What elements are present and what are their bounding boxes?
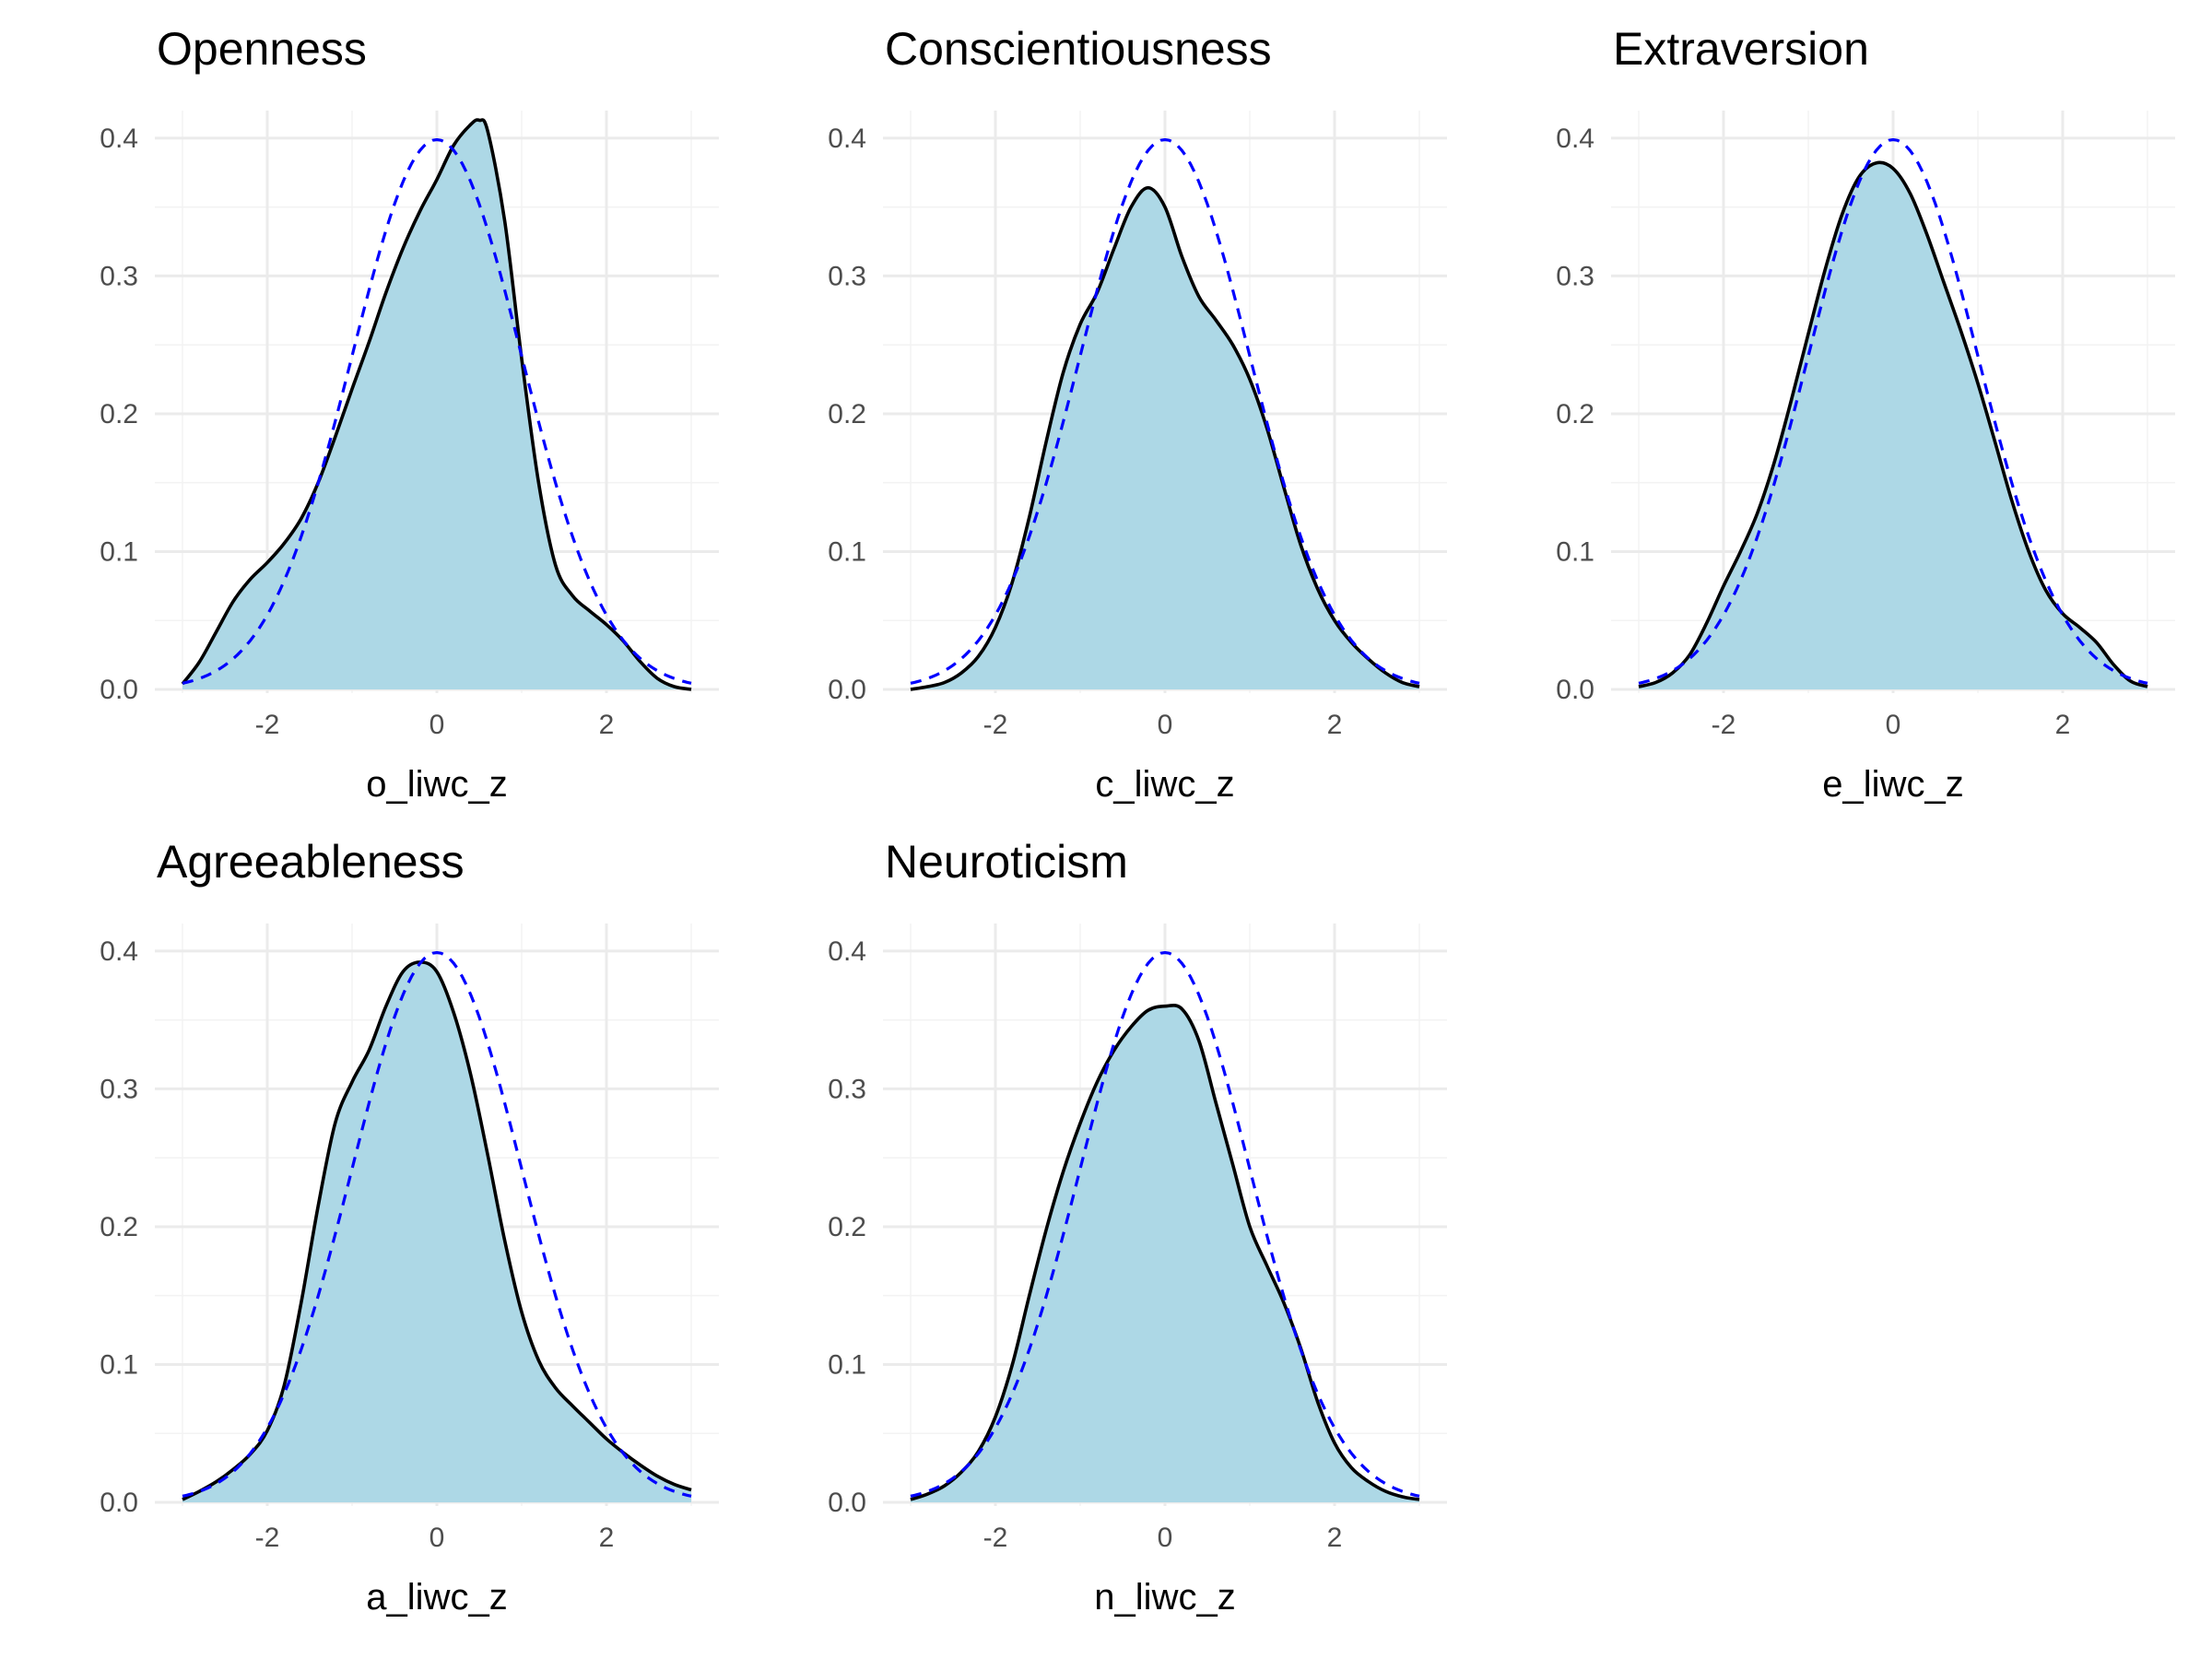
y-tick-label: 0.2 <box>828 1212 866 1242</box>
density-curve <box>181 118 692 691</box>
x-tick-label: -2 <box>255 1523 280 1553</box>
x-tick-label: 2 <box>599 1523 615 1553</box>
y-tick-label: 0.1 <box>1556 536 1594 567</box>
x-axis-title: n_liwc_z <box>1094 1577 1235 1618</box>
normal-reference-curve <box>182 950 692 1498</box>
y-tick-label: 0.1 <box>100 536 138 567</box>
normal-reference-curve <box>1638 137 2148 685</box>
y-tick-label: 0.4 <box>828 936 866 967</box>
y-tick-label: 0.2 <box>100 399 138 429</box>
y-tick-label: 0.0 <box>828 675 866 705</box>
y-tick-label: 0.1 <box>828 1349 866 1380</box>
facet-panel-3: Extraversion 0.0 0.1 0.2 0.3 0.4 -2 0 2 e_liwc_z <box>1556 23 2175 805</box>
y-tick-label: 0.2 <box>1556 399 1594 429</box>
panel-title: Neuroticism <box>885 836 1128 888</box>
density-curve <box>1638 160 2148 688</box>
facet-panel-5: Neuroticism 0.0 0.1 0.2 0.3 0.4 -2 0 2 n_liwc_z <box>828 836 1447 1618</box>
x-tick-label: -2 <box>983 1523 1008 1553</box>
x-tick-label: 2 <box>599 710 615 740</box>
panel-title: Conscientiousness <box>885 23 1272 75</box>
panel-title: Agreeableness <box>157 836 465 888</box>
density-area <box>1639 162 2147 690</box>
facet-panel-2: Conscientiousness 0.0 0.1 0.2 0.3 0.4 -2 0 2 c_li… <box>828 23 1447 805</box>
y-tick-label: 0.3 <box>100 1074 138 1104</box>
panel-title: Extraversion <box>1613 23 1869 75</box>
density-area <box>182 961 691 1502</box>
y-tick-label: 0.3 <box>100 261 138 291</box>
x-tick-label: 0 <box>1158 1523 1173 1553</box>
x-tick-label: 2 <box>1327 710 1343 740</box>
panel-title: Openness <box>157 23 367 75</box>
y-tick-label: 0.3 <box>1556 261 1594 291</box>
x-tick-label: 2 <box>2055 710 2071 740</box>
x-axis-title: a_liwc_z <box>366 1577 507 1618</box>
y-tick-label: 0.4 <box>100 124 138 154</box>
density-area <box>911 1005 1419 1502</box>
y-tick-label: 0.0 <box>100 1488 138 1518</box>
y-tick-label: 0.4 <box>828 124 866 154</box>
y-tick-label: 0.2 <box>828 399 866 429</box>
normal-reference-curve <box>910 950 1420 1498</box>
normal-reference-curve <box>182 137 692 685</box>
x-tick-label: 0 <box>1886 710 1901 740</box>
density-area <box>911 187 1419 690</box>
x-axis-title: e_liwc_z <box>1822 764 1963 805</box>
facet-panel-1: Openness 0.0 0.1 0.2 0.3 0.4 -2 0 2 o_liwc_z <box>100 23 719 805</box>
y-tick-label: 0.3 <box>828 261 866 291</box>
x-tick-label: 0 <box>429 710 445 740</box>
facet-panel-4: Agreeableness 0.0 0.1 0.2 0.3 0.4 -2 0 2 a_liwc_z <box>100 836 719 1618</box>
y-tick-label: 0.1 <box>100 1349 138 1380</box>
y-tick-label: 0.0 <box>828 1488 866 1518</box>
x-axis-title: o_liwc_z <box>366 764 507 805</box>
y-tick-label: 0.0 <box>100 675 138 705</box>
y-tick-label: 0.4 <box>1556 124 1594 154</box>
density-curve <box>910 1003 1420 1501</box>
y-tick-label: 0.4 <box>100 936 138 967</box>
density-area <box>182 119 691 689</box>
y-tick-label: 0.3 <box>828 1074 866 1104</box>
density-curve <box>182 960 692 1501</box>
x-axis-title: c_liwc_z <box>1095 764 1234 805</box>
x-tick-label: -2 <box>983 710 1008 740</box>
x-tick-label: -2 <box>255 710 280 740</box>
normal-reference-curve <box>910 137 1420 685</box>
y-tick-label: 0.1 <box>828 536 866 567</box>
x-tick-label: 0 <box>1158 710 1173 740</box>
density-curve <box>910 185 1420 691</box>
y-tick-label: 0.0 <box>1556 675 1594 705</box>
y-tick-label: 0.2 <box>100 1212 138 1242</box>
x-tick-label: 2 <box>1327 1523 1343 1553</box>
x-tick-label: 0 <box>429 1523 445 1553</box>
x-tick-label: -2 <box>1712 710 1736 740</box>
